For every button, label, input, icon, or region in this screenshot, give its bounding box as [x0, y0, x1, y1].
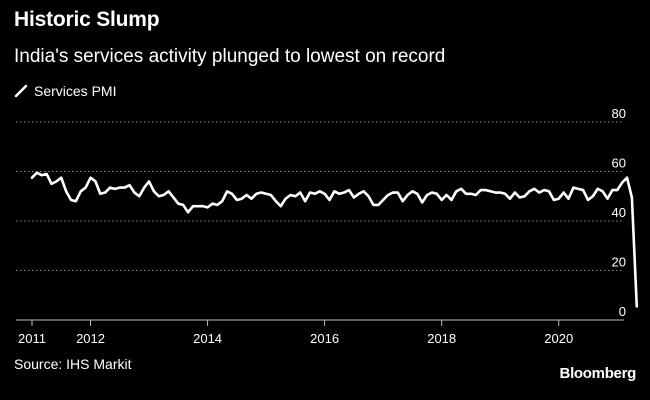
legend-label: Services PMI — [34, 83, 117, 99]
y-tick-label: 40 — [612, 205, 626, 220]
chart-title: Historic Slump — [14, 8, 160, 31]
x-tick-label: 2018 — [427, 331, 456, 346]
y-tick-label: 60 — [612, 156, 626, 171]
x-tick-label: 2012 — [76, 331, 105, 346]
legend-line-icon — [14, 84, 28, 98]
bloomberg-logo: Bloomberg — [559, 365, 637, 382]
x-tick-label: 2016 — [310, 331, 339, 346]
chart-subtitle: India's services activity plunged to low… — [14, 46, 446, 67]
y-tick-label: 80 — [612, 106, 626, 121]
x-tick-label: 2020 — [544, 331, 573, 346]
y-tick-label: 20 — [612, 255, 626, 270]
series-line-services-pmi — [30, 171, 639, 308]
legend: Services PMI — [14, 83, 116, 99]
x-tick-label: 2014 — [193, 331, 222, 346]
x-tick-label: 2011 — [18, 331, 46, 346]
source-note: Source: IHS Markit — [14, 356, 132, 372]
y-tick-label: 0 — [619, 304, 626, 319]
